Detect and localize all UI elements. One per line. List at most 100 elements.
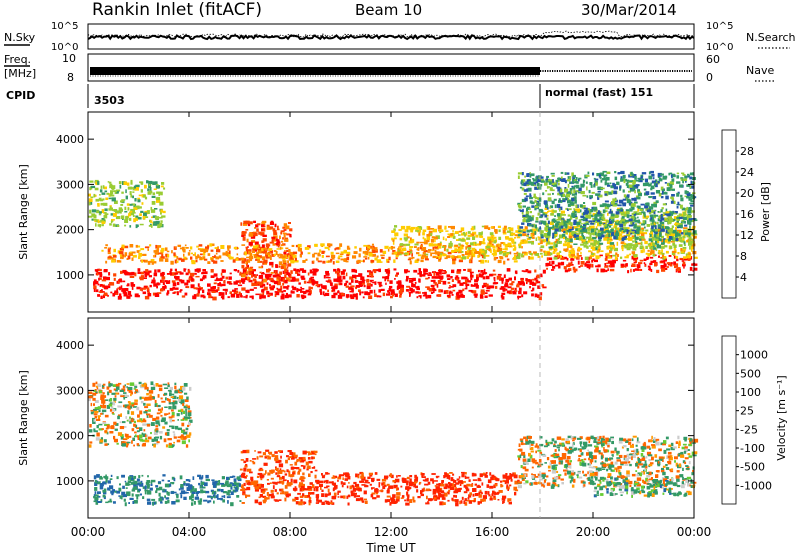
heatmap-cell — [556, 187, 560, 189]
heatmap-cell — [156, 293, 158, 297]
heatmap-cell — [283, 479, 287, 481]
heatmap-cell — [430, 253, 432, 257]
heatmap-cell — [128, 256, 131, 260]
heatmap-cell — [609, 265, 611, 267]
heatmap-cell — [436, 272, 440, 276]
heatmap-cell — [666, 209, 668, 212]
heatmap-cell — [96, 210, 100, 213]
heatmap-cell — [310, 453, 312, 455]
heatmap-cell — [116, 491, 120, 494]
heatmap-cell — [425, 278, 428, 280]
heatmap-cell — [261, 469, 264, 471]
heatmap-cell — [646, 202, 649, 205]
heatmap-cell — [470, 278, 472, 280]
heatmap-cell — [604, 194, 607, 196]
heatmap-cell — [117, 225, 120, 227]
heatmap-cell — [94, 194, 96, 198]
heatmap-cell — [503, 261, 505, 265]
heatmap-cell — [304, 477, 306, 479]
heatmap-cell — [225, 480, 229, 484]
heatmap-cell — [452, 474, 454, 476]
heatmap-cell — [178, 245, 182, 247]
heatmap-cell — [346, 261, 349, 263]
heatmap-cell — [273, 244, 276, 246]
heatmap-cell — [234, 288, 238, 290]
heatmap-cell — [169, 484, 171, 487]
heatmap-cell — [263, 452, 266, 455]
heatmap-cell — [597, 250, 599, 254]
heatmap-cell — [219, 292, 222, 296]
heatmap-cell — [247, 483, 249, 485]
heatmap-cell — [604, 174, 607, 176]
heatmap-cell — [600, 228, 604, 231]
heatmap-cell — [202, 269, 206, 272]
heatmap-cell — [664, 256, 667, 258]
heatmap-cell — [220, 260, 223, 262]
heatmap-cell — [274, 281, 278, 284]
heatmap-cell — [188, 252, 190, 255]
heatmap-cell — [633, 207, 635, 210]
velocity-heatmap — [88, 381, 698, 506]
heatmap-cell — [442, 254, 446, 256]
heatmap-cell — [577, 222, 581, 225]
heatmap-cell — [583, 202, 585, 204]
heatmap-cell — [161, 186, 164, 188]
heatmap-cell — [341, 293, 345, 295]
heatmap-cell — [300, 287, 302, 289]
heatmap-cell — [175, 276, 179, 280]
heatmap-cell — [419, 295, 422, 297]
heatmap-cell — [472, 248, 476, 252]
heatmap-cell — [502, 249, 504, 251]
heatmap-cell — [655, 241, 657, 245]
heatmap-cell — [538, 179, 541, 182]
heatmap-cell — [462, 497, 464, 500]
heatmap-cell — [531, 205, 534, 208]
heatmap-cell — [356, 275, 361, 277]
heatmap-cell — [186, 479, 189, 481]
heatmap-cell — [258, 250, 262, 253]
heatmap-cell — [516, 256, 521, 259]
heatmap-cell — [567, 242, 570, 246]
heatmap-cell — [242, 473, 246, 476]
heatmap-cell — [228, 276, 232, 279]
heatmap-cell — [473, 479, 477, 481]
heatmap-cell — [613, 191, 617, 195]
heatmap-cell — [298, 501, 302, 505]
heatmap-cell — [215, 280, 219, 282]
heatmap-cell — [260, 285, 263, 287]
heatmap-cell — [471, 284, 473, 287]
heatmap-cell — [644, 259, 649, 261]
heatmap-cell — [676, 259, 678, 262]
heatmap-cell — [634, 254, 638, 257]
heatmap-cell — [445, 230, 448, 232]
heatmap-cell — [465, 284, 469, 286]
heatmap-cell — [572, 179, 574, 183]
heatmap-cell — [472, 236, 475, 240]
heatmap-cell — [519, 246, 521, 249]
heatmap-cell — [250, 253, 253, 257]
heatmap-cell — [549, 207, 551, 209]
heatmap-cell — [102, 221, 106, 224]
heatmap-cell — [591, 264, 593, 268]
heatmap-cell — [211, 479, 214, 481]
heatmap-cell — [181, 280, 185, 284]
heatmap-cell — [432, 276, 436, 279]
heatmap-cell — [605, 235, 608, 237]
heatmap-cell — [302, 488, 305, 490]
heatmap-cell — [453, 290, 456, 292]
heatmap-cell — [140, 289, 143, 291]
heatmap-cell — [470, 275, 474, 278]
heatmap-cell — [105, 191, 108, 193]
heatmap-cell — [265, 450, 268, 452]
heatmap-cell — [537, 183, 540, 187]
heatmap-cell — [199, 257, 202, 260]
heatmap-cell — [198, 500, 200, 502]
heatmap-cell — [314, 281, 319, 284]
heatmap-cell — [257, 223, 261, 225]
heatmap-cell — [477, 485, 480, 488]
heatmap-cell — [632, 251, 636, 254]
heatmap-cell — [512, 291, 515, 294]
heatmap-cell — [231, 491, 234, 495]
heatmap-cell — [367, 283, 371, 286]
heatmap-cell — [540, 184, 542, 186]
